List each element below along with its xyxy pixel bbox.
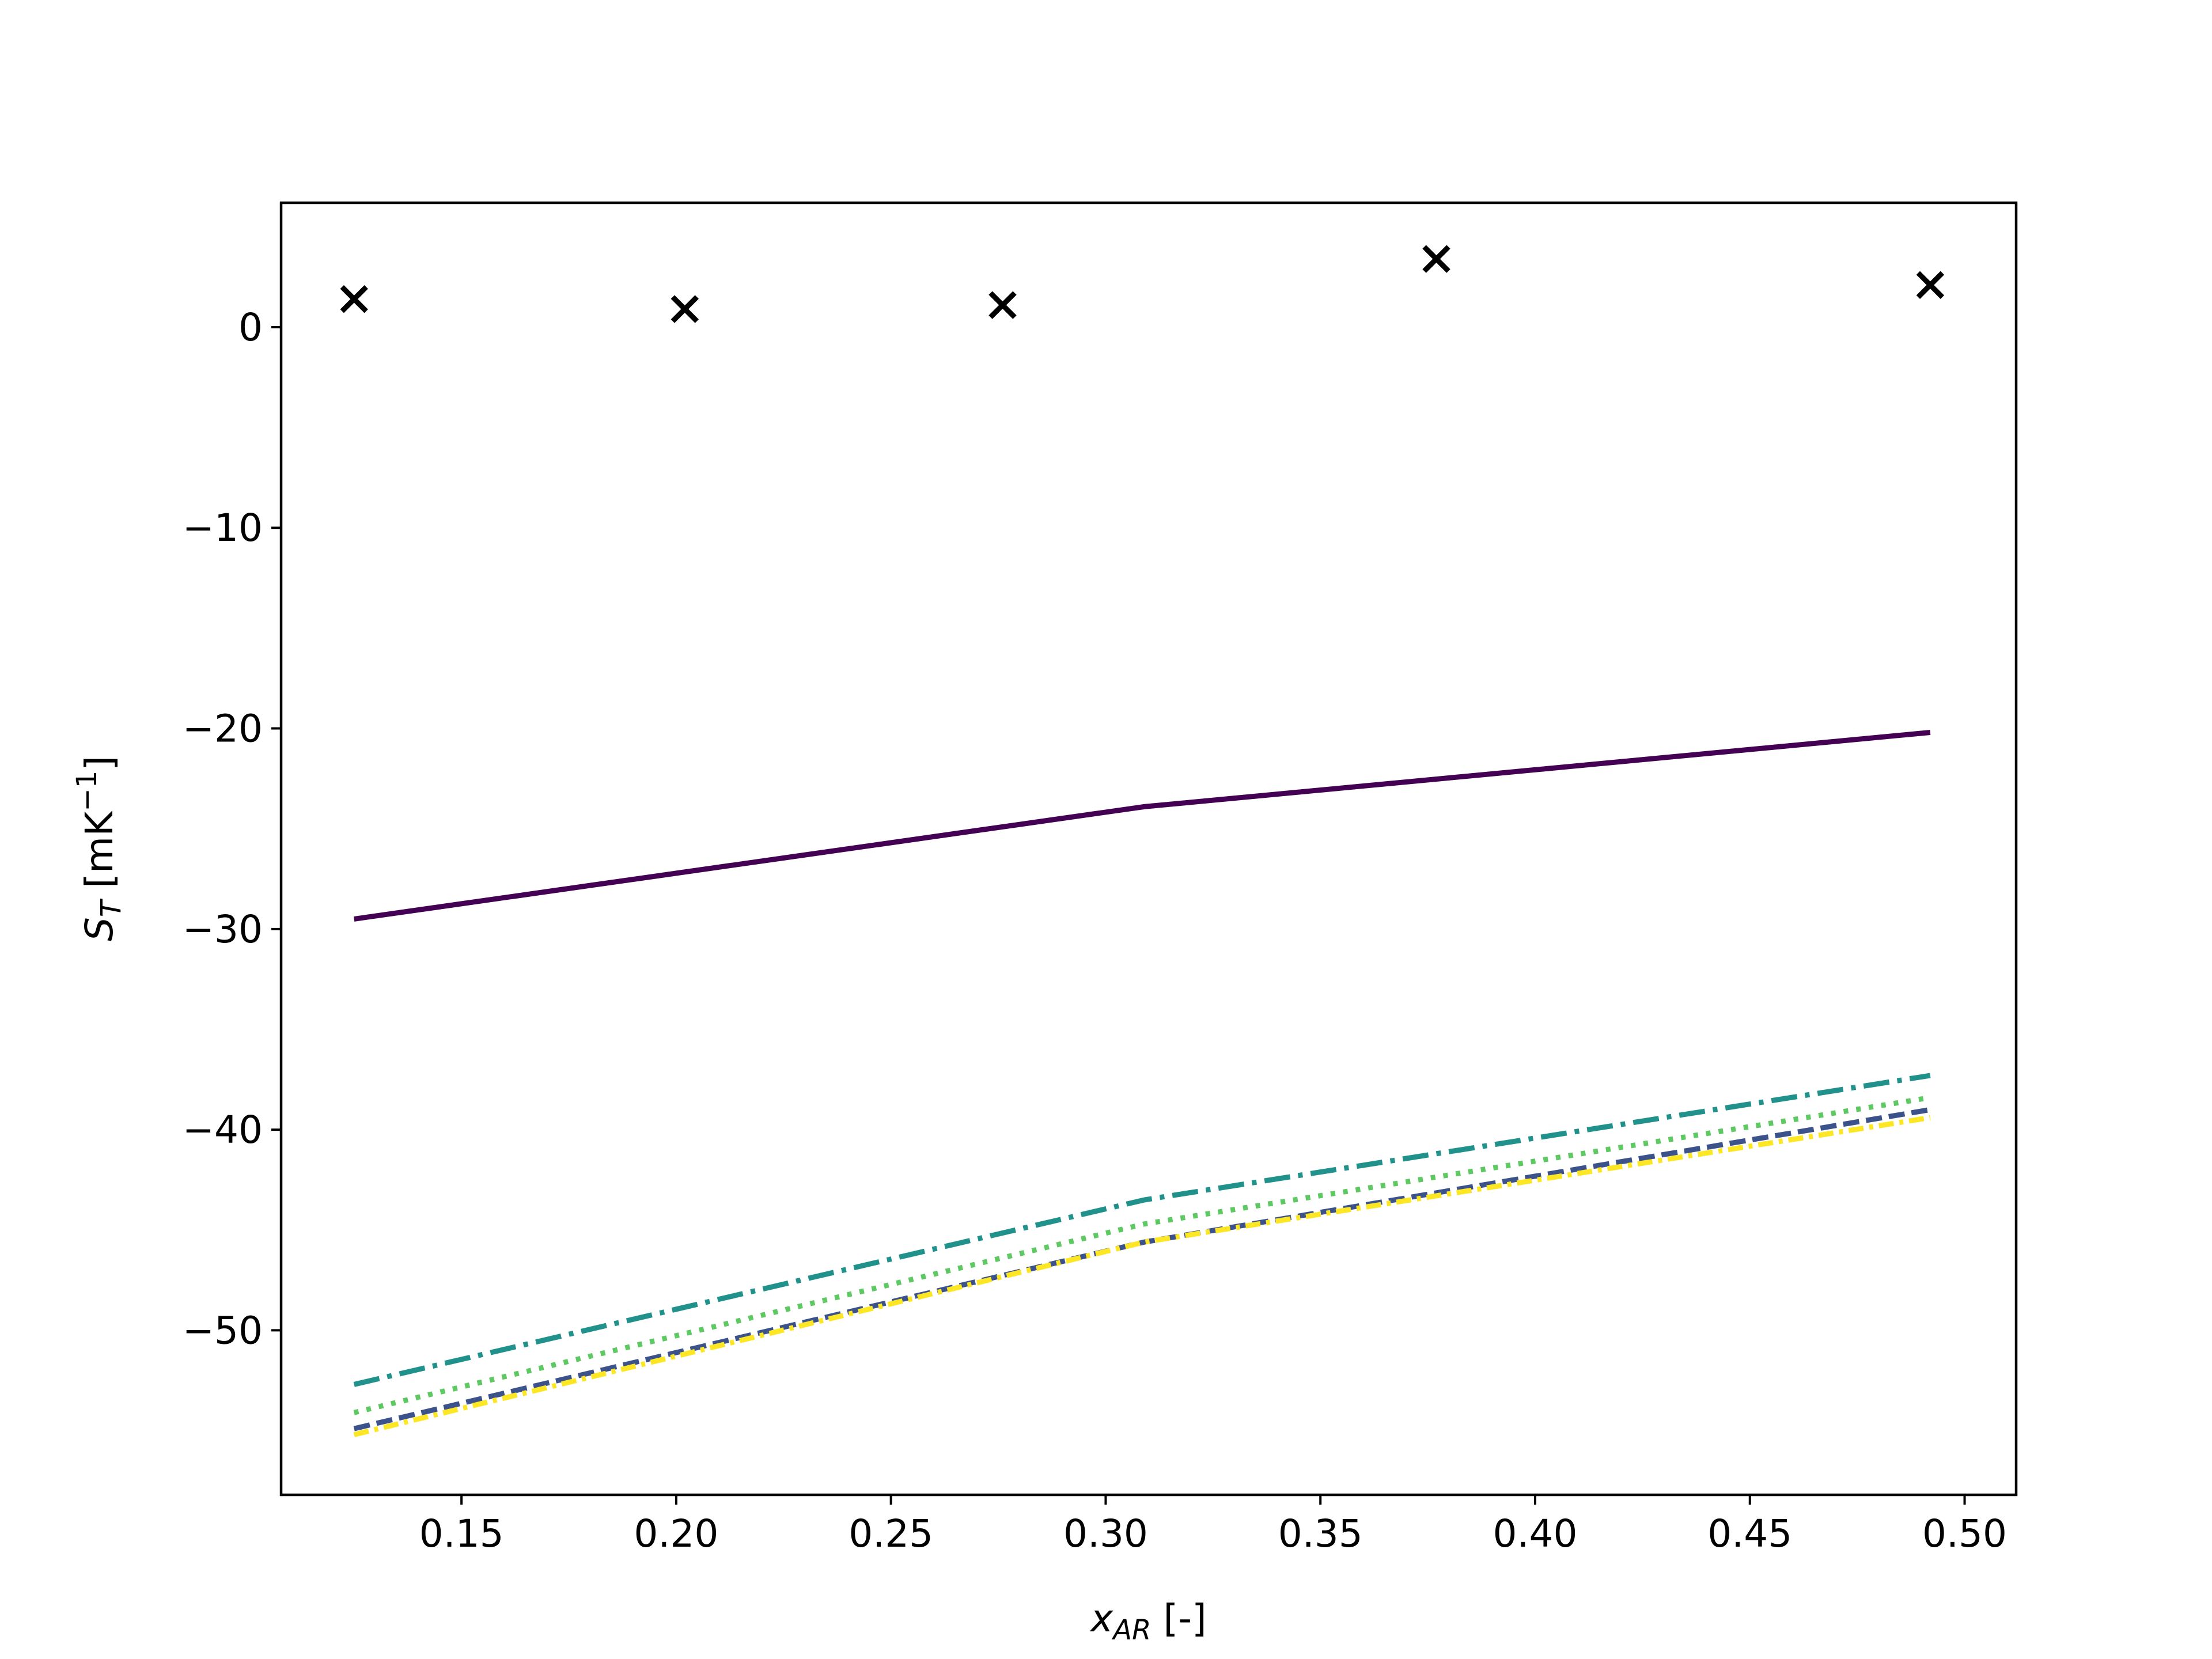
x-marker-stroke bbox=[1422, 245, 1450, 273]
y-tick-label: −50 bbox=[183, 1308, 263, 1353]
y-axis-title: ST [mK−1] bbox=[71, 756, 127, 941]
y-tick-label: −30 bbox=[183, 907, 263, 952]
x-tick-label: 0.35 bbox=[1278, 1512, 1363, 1556]
y-axis-title-main: S bbox=[77, 917, 122, 941]
y-axis-title-unit: [mK bbox=[77, 810, 122, 900]
x-axis-title: xAR [-] bbox=[1089, 1596, 1207, 1646]
x-axis-title-unit: [-] bbox=[1151, 1596, 1206, 1641]
x-marker bbox=[671, 295, 699, 323]
y-tick-label: −40 bbox=[183, 1108, 263, 1152]
data-markers bbox=[340, 245, 1945, 323]
x-axis-title-subscript: AR bbox=[1111, 1614, 1151, 1646]
x-tick-label: 0.15 bbox=[419, 1512, 504, 1556]
x-axis: 0.15 0.20 0.25 0.30 0.35 0.40 0.45 0.50 bbox=[419, 1495, 2007, 1556]
series-lines bbox=[353, 730, 1931, 1437]
x-marker bbox=[1422, 245, 1450, 273]
x-axis-title-main: x bbox=[1089, 1596, 1113, 1641]
x-tick-label: 0.20 bbox=[634, 1512, 718, 1556]
y-tick-label: 0 bbox=[238, 305, 263, 350]
y-axis-title-subscript: T bbox=[95, 898, 127, 917]
x-marker bbox=[340, 285, 368, 313]
series-line-4 bbox=[353, 1094, 1931, 1415]
x-tick-label: 0.50 bbox=[1922, 1512, 2007, 1556]
y-tick-label: −10 bbox=[183, 506, 263, 550]
x-tick-label: 0.25 bbox=[849, 1512, 933, 1556]
x-tick-label: 0.40 bbox=[1493, 1512, 1578, 1556]
x-marker-stroke bbox=[671, 295, 699, 323]
x-tick-label: 0.30 bbox=[1063, 1512, 1148, 1556]
x-tick-label: 0.45 bbox=[1707, 1512, 1792, 1556]
x-marker-stroke bbox=[340, 285, 368, 313]
x-marker-stroke bbox=[988, 291, 1017, 319]
y-axis: 0 −10 −20 −30 −40 −50 bbox=[183, 305, 281, 1353]
series-line-1 bbox=[354, 730, 1931, 922]
y-axis-title-superscript: −1 bbox=[71, 771, 103, 812]
y-tick-label: −20 bbox=[183, 707, 263, 751]
series-line-5 bbox=[353, 1115, 1931, 1437]
x-marker-stroke bbox=[1916, 271, 1945, 299]
x-marker bbox=[1916, 271, 1945, 299]
y-axis-title-end: ] bbox=[77, 756, 122, 771]
x-marker bbox=[988, 291, 1017, 319]
series-line-2 bbox=[353, 1107, 1931, 1431]
plot-frame bbox=[279, 201, 2018, 1497]
series-line-3 bbox=[353, 1073, 1931, 1387]
